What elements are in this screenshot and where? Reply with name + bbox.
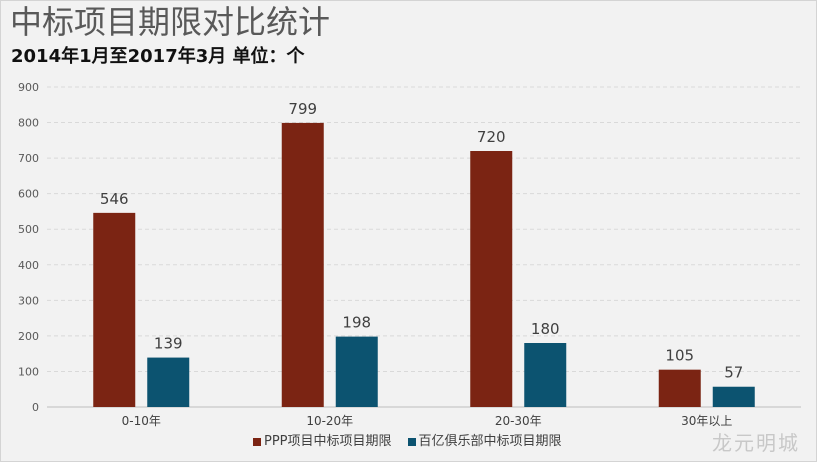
data-label-series-1-category-4: 105 bbox=[665, 347, 694, 365]
y-tick-label-300: 300 bbox=[18, 294, 39, 307]
y-tick-label-400: 400 bbox=[18, 259, 39, 272]
legend-label-series-1: PPP项目中标项目期限 bbox=[264, 434, 392, 449]
legend-swatch-series-1 bbox=[253, 438, 261, 446]
legend-item-series-2: 百亿俱乐部中标项目期限 bbox=[407, 434, 562, 450]
y-tick-label-700: 700 bbox=[18, 152, 39, 165]
x-tick-label-2: 10-20年 bbox=[306, 414, 353, 428]
chart-subtitle: 2014年1月至2017年3月 单位：个 bbox=[11, 46, 305, 67]
chart-legend: PPP项目中标项目期限 百亿俱乐部中标项目期限 bbox=[253, 434, 578, 450]
x-tick-label-3: 20-30年 bbox=[495, 414, 542, 428]
bar-series-2-category-3 bbox=[524, 343, 567, 407]
y-tick-label-800: 800 bbox=[18, 117, 39, 130]
data-label-series-2-category-3: 180 bbox=[531, 320, 560, 338]
watermark: 龙元明城 bbox=[712, 431, 800, 455]
data-label-series-1-category-2: 799 bbox=[288, 100, 317, 118]
y-tick-label-100: 100 bbox=[18, 365, 39, 378]
bar-series-2-category-1 bbox=[147, 357, 190, 407]
bar-series-1-category-1 bbox=[93, 212, 136, 407]
x-tick-label-1: 0-10年 bbox=[122, 414, 161, 428]
legend-item-series-1: PPP项目中标项目期限 bbox=[253, 434, 392, 450]
bar-series-2-category-4 bbox=[712, 386, 755, 407]
bar-series-1-category-2 bbox=[281, 122, 324, 408]
data-label-series-2-category-1: 139 bbox=[154, 335, 183, 353]
bar-series-1-category-4 bbox=[658, 369, 701, 407]
bar-series-1-category-3 bbox=[470, 151, 513, 407]
y-tick-label-200: 200 bbox=[18, 330, 39, 343]
data-label-series-1-category-1: 546 bbox=[100, 190, 129, 208]
y-tick-label-0: 0 bbox=[32, 401, 39, 414]
data-label-series-1-category-3: 720 bbox=[477, 128, 506, 146]
legend-swatch-series-2 bbox=[407, 438, 416, 446]
data-label-series-2-category-4: 57 bbox=[724, 364, 743, 382]
data-label-series-2-category-2: 198 bbox=[342, 314, 371, 332]
bar-series-2-category-2 bbox=[335, 336, 378, 407]
chart-title: 中标项目期限对比统计 bbox=[10, 3, 331, 41]
y-tick-label-600: 600 bbox=[18, 188, 39, 201]
y-tick-label-900: 900 bbox=[18, 81, 39, 94]
x-tick-label-4: 30年以上 bbox=[681, 414, 732, 428]
legend-label-series-2: 百亿俱乐部中标项目期限 bbox=[418, 434, 562, 449]
y-tick-label-500: 500 bbox=[18, 223, 39, 236]
